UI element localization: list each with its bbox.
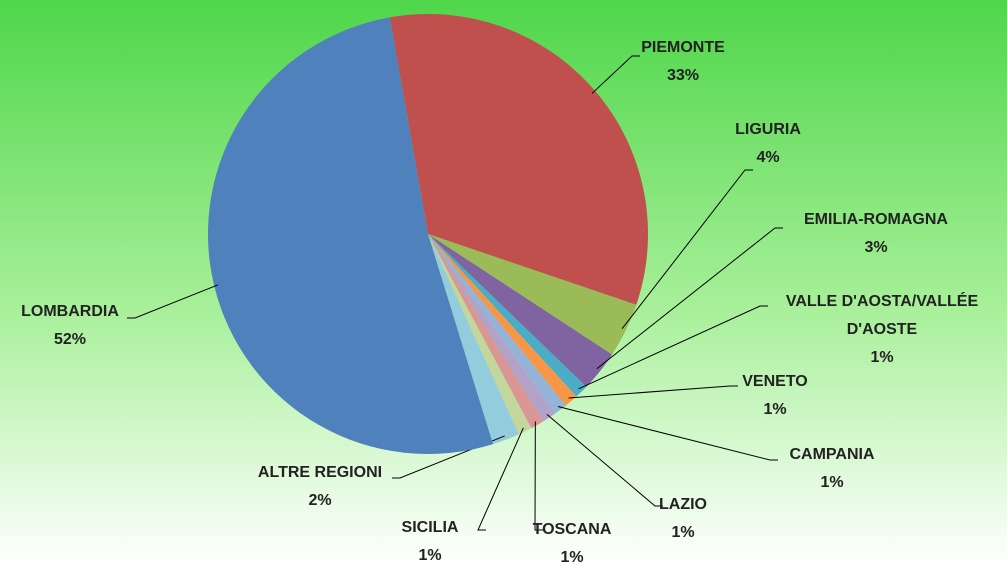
slice-value: 2% (308, 492, 331, 509)
leader-line (621, 169, 753, 329)
slice-value: 1% (671, 524, 694, 541)
slice-label: LAZIO (659, 496, 707, 513)
leader-line (534, 421, 543, 531)
pie-slice (428, 234, 577, 406)
slice-value: 3% (864, 239, 887, 256)
slice-label: LOMBARDIA (21, 303, 119, 320)
pie-slice (428, 234, 544, 429)
slice-value: 4% (756, 149, 779, 166)
leader-line (578, 305, 768, 390)
leader-line (568, 385, 738, 399)
slice-label: VALLE D'AOSTA/VALLÉE D'AOSTE (786, 291, 979, 338)
leader-line (591, 55, 640, 94)
slice-value: 1% (870, 349, 893, 366)
slice-value: 1% (763, 401, 786, 418)
slice-label: PIEMONTE (641, 39, 725, 56)
slice-value: 1% (560, 549, 583, 565)
pie-slice (428, 234, 566, 414)
leader-line (546, 413, 663, 507)
leader-line (127, 284, 219, 319)
pie-slice (428, 234, 532, 435)
slice-value: 1% (820, 474, 843, 491)
pie-slice (428, 234, 613, 387)
pie-slice (428, 234, 555, 422)
pie-slice (208, 17, 494, 455)
slice-label: EMILIA-ROMAGNA (804, 211, 948, 228)
pie-slice (428, 234, 637, 355)
slice-label: CAMPANIA (789, 446, 874, 463)
slice-label: TOSCANA (533, 521, 612, 538)
pie-slice (428, 234, 519, 445)
slice-label: ALTRE REGIONI (258, 464, 382, 481)
slice-label: VENETO (742, 373, 808, 390)
slice-value: 33% (667, 67, 699, 84)
pie-slice (428, 234, 587, 397)
slice-value: 52% (54, 331, 86, 348)
pie-slice (389, 13, 648, 305)
leader-line (557, 406, 778, 461)
leader-line (596, 227, 783, 370)
slice-value: 1% (418, 547, 441, 564)
leader-line (477, 427, 524, 531)
slice-label: LIGURIA (735, 121, 801, 138)
slice-label: SICILIA (402, 519, 459, 536)
